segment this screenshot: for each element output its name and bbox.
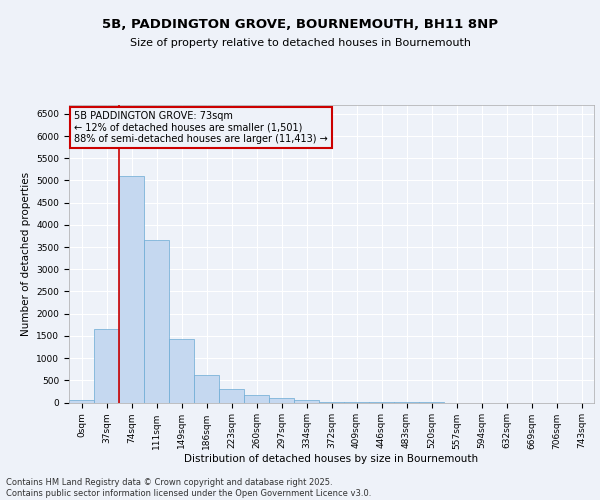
Y-axis label: Number of detached properties: Number of detached properties [21,172,31,336]
Text: Size of property relative to detached houses in Bournemouth: Size of property relative to detached ho… [130,38,470,48]
Text: 5B, PADDINGTON GROVE, BOURNEMOUTH, BH11 8NP: 5B, PADDINGTON GROVE, BOURNEMOUTH, BH11 … [102,18,498,30]
Bar [194,376,219,402]
Bar [119,176,144,402]
Bar [94,329,119,402]
Text: Contains HM Land Registry data © Crown copyright and database right 2025.
Contai: Contains HM Land Registry data © Crown c… [6,478,371,498]
Bar [294,400,319,402]
Bar [169,339,194,402]
Bar [144,240,169,402]
Bar [244,396,269,402]
Bar [269,398,294,402]
X-axis label: Distribution of detached houses by size in Bournemouth: Distribution of detached houses by size … [184,454,479,464]
Bar [69,400,94,402]
Bar [219,389,244,402]
Text: 5B PADDINGTON GROVE: 73sqm
← 12% of detached houses are smaller (1,501)
88% of s: 5B PADDINGTON GROVE: 73sqm ← 12% of deta… [74,111,328,144]
